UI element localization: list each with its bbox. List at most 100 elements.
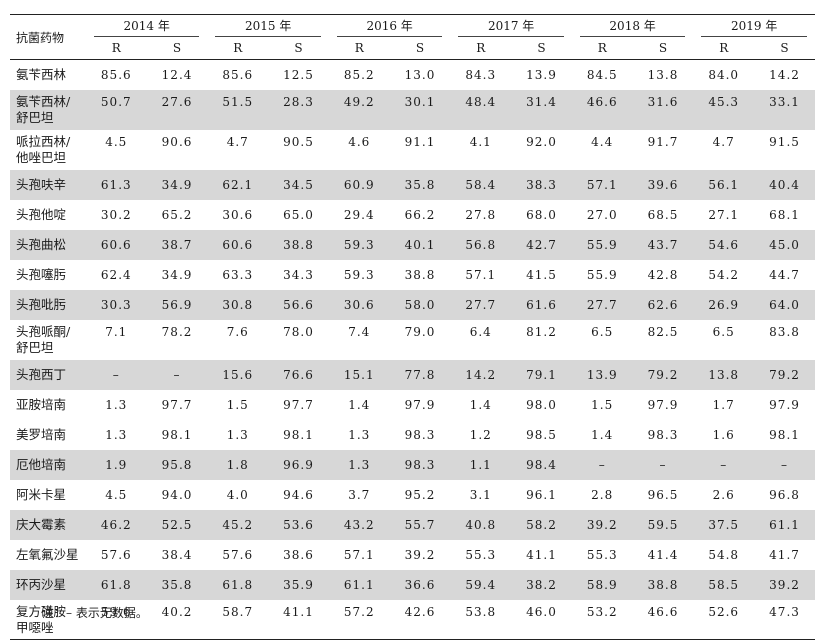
drug-name-cell: 亚胺培南 <box>10 390 86 420</box>
resistance-rate-cell: 1.4 <box>348 397 371 412</box>
susceptibility-rate-cell: 38.6 <box>283 547 314 562</box>
susceptibility-rate-cell: – <box>146 359 208 390</box>
susceptibility-rate-cell: 79.1 <box>511 359 572 390</box>
susceptibility-rate-cell: 34.9 <box>146 169 208 200</box>
susceptibility-rate-cell: 91.5 <box>769 134 800 149</box>
susceptibility-rate-cell: 40.1 <box>389 229 451 260</box>
drug-name-line: 头孢噻肟 <box>16 266 67 282</box>
resistance-rate-cell: 30.3 <box>85 289 147 320</box>
resistance-rate-cell: 1.2 <box>469 427 492 442</box>
table-body: 氨苄西林 85.6 12.4 85.6 12.5 85.2 13.0 84.3 13.9 84.5… <box>10 60 815 640</box>
drug-name-cell: 头孢哌酮/舒巴坦 <box>10 320 86 360</box>
susceptibility-rate-cell: 97.7 <box>161 397 193 412</box>
susceptibility-rate-cell: 61.6 <box>511 289 572 320</box>
resistance-rate-cell: 27.0 <box>586 207 618 222</box>
susceptibility-rate-cell: 41.5 <box>526 267 557 282</box>
drug-name-line: 头孢他啶 <box>16 206 67 222</box>
susceptibility-rate-cell: 94.0 <box>161 487 193 502</box>
susceptibility-rate-cell: 38.7 <box>146 229 208 260</box>
resistance-rate-cell: 60.6 <box>85 229 147 260</box>
resistance-rate-cell: 7.6 <box>226 324 249 339</box>
susceptibility-rate-cell: 55.7 <box>389 509 451 540</box>
susceptibility-rate-cell: 64.0 <box>754 289 815 320</box>
drug-name-cell: 头孢呋辛 <box>10 169 86 200</box>
table-row: 头孢他啶 30.2 65.2 30.6 65.0 29.4 66.2 27.8 68.0 27.0… <box>10 200 815 230</box>
resistance-rate-cell: 7.4 <box>348 324 371 339</box>
resistance-rate-cell: 6.5 <box>712 324 735 339</box>
drug-name-cell: 左氧氟沙星 <box>10 540 86 570</box>
drug-name-cell: 头孢他啶 <box>10 200 86 230</box>
resistance-rate-cell: 43.2 <box>328 509 390 540</box>
resistance-rate-cell: 39.2 <box>571 509 633 540</box>
drug-name-line: 厄他培南 <box>16 456 67 472</box>
susceptibility-rate-cell: 98.1 <box>283 427 314 442</box>
drug-name-line: 舒巴坦 <box>16 339 54 355</box>
susceptibility-rate-cell: 59.5 <box>632 509 694 540</box>
susceptibility-rate-cell: 90.5 <box>283 134 314 149</box>
drug-name-line: 美罗培南 <box>16 426 67 442</box>
s-header: S <box>754 37 815 60</box>
drug-name-line: 哌拉西林/ <box>16 133 71 149</box>
susceptibility-rate-cell: 39.6 <box>632 169 694 200</box>
susceptibility-rate-cell: 96.9 <box>268 449 329 480</box>
resistance-rate-cell: 58.5 <box>693 569 755 600</box>
susceptibility-rate-cell: 38.8 <box>404 267 436 282</box>
table-row: 复方磺胺 甲噁唑 59.6 40.2 58.7 41.1 57.2 42.6 53.8 46.0 5… <box>10 599 815 640</box>
drug-name-line: 复方磺胺 <box>16 603 67 619</box>
susceptibility-rate-cell: 79.2 <box>632 359 694 390</box>
drug-name-line: 头孢哌酮/ <box>16 323 71 339</box>
resistance-rate-cell: 52.6 <box>693 599 755 640</box>
r-header: R <box>85 37 147 60</box>
resistance-rate-cell: 61.1 <box>328 569 390 600</box>
resistance-rate-cell: 45.3 <box>693 89 755 130</box>
resistance-rate-cell: 1.5 <box>226 397 249 412</box>
resistance-rate-cell: 26.9 <box>693 289 755 320</box>
resistance-rate-cell: 57.2 <box>328 599 390 640</box>
susceptibility-rate-cell: 94.6 <box>283 487 314 502</box>
s-header: S <box>268 37 329 60</box>
susceptibility-rate-cell: 46.0 <box>511 599 572 640</box>
s-header: S <box>389 37 451 60</box>
susceptibility-rate-cell: 46.6 <box>632 599 694 640</box>
resistance-rate-cell: 58.7 <box>207 599 269 640</box>
resistance-rate-cell: 58.9 <box>571 569 633 600</box>
susceptibility-rate-cell: 96.5 <box>647 487 679 502</box>
year-header-2015: 2015 年 <box>207 14 329 37</box>
resistance-rate-cell: 37.5 <box>693 509 755 540</box>
drug-column-header: 抗菌药物 <box>10 14 86 60</box>
susceptibility-rate-cell: 91.1 <box>404 134 436 149</box>
drug-name-line: 氨苄西林/ <box>16 93 71 109</box>
resistance-rate-cell: 54.2 <box>708 267 740 282</box>
drug-name-cell: 头孢噻肟 <box>10 260 86 290</box>
resistance-rate-cell: 1.6 <box>712 427 735 442</box>
susceptibility-rate-cell: 27.6 <box>146 89 208 130</box>
susceptibility-rate-cell: 79.2 <box>754 359 815 390</box>
s-header: S <box>511 37 572 60</box>
resistance-rate-cell: 3.1 <box>469 487 492 502</box>
resistance-rate-cell: 1.9 <box>85 449 147 480</box>
resistance-rate-cell: – <box>571 449 633 480</box>
r-header: R <box>328 37 390 60</box>
table-row: 头孢吡肟 30.3 56.9 30.8 56.6 30.6 58.0 27.7 61.6 27.7… <box>10 289 815 320</box>
resistance-rate-cell: 61.8 <box>207 569 269 600</box>
drug-name-line: 头孢吡肟 <box>16 296 67 312</box>
resistance-rate-cell: 4.4 <box>591 134 614 149</box>
resistance-rate-cell: 4.0 <box>226 487 249 502</box>
susceptibility-rate-cell: 58.2 <box>511 509 572 540</box>
resistance-rate-cell: 4.6 <box>348 134 371 149</box>
resistance-rate-cell: 40.8 <box>450 509 512 540</box>
year-header-2018: 2018 年 <box>571 14 694 37</box>
drug-name-cell: 环丙沙星 <box>10 569 86 600</box>
resistance-rate-cell: 56.8 <box>450 229 512 260</box>
susceptibility-rate-cell: 98.3 <box>389 449 451 480</box>
table-row: 氨苄西林/舒巴坦 50.7 27.6 51.5 28.3 49.2 30.1 48.4 31.4… <box>10 89 815 130</box>
susceptibility-rate-cell: 31.6 <box>632 89 694 130</box>
drug-name-cell: 氨苄西林 <box>10 60 86 90</box>
drug-name-line: 亚胺培南 <box>16 396 67 412</box>
susceptibility-rate-cell: 98.4 <box>511 449 572 480</box>
resistance-rate-cell: 57.1 <box>465 267 497 282</box>
susceptibility-rate-cell: 36.6 <box>389 569 451 600</box>
drug-name-line: 环丙沙星 <box>16 576 67 592</box>
susceptibility-rate-cell: 62.6 <box>632 289 694 320</box>
resistance-rate-cell: 1.3 <box>348 427 371 442</box>
